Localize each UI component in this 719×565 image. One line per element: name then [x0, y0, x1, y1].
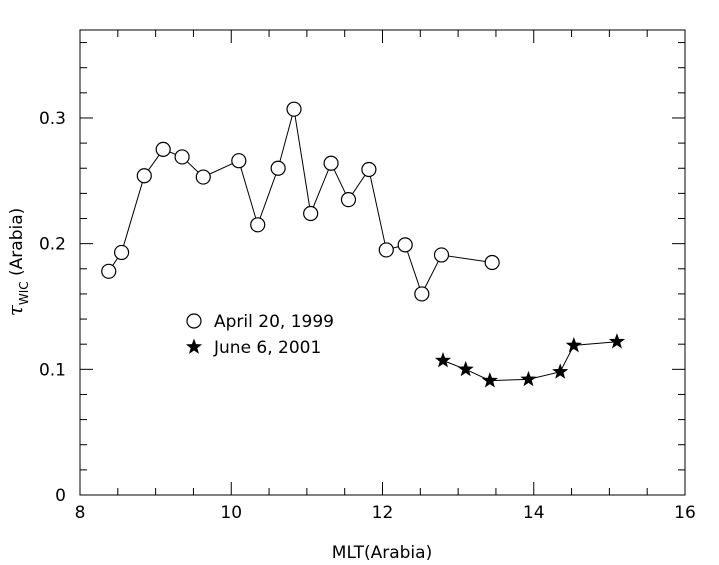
series-1-point	[250, 217, 266, 233]
series-2-point	[608, 333, 626, 349]
x-tick-label: 12	[372, 503, 394, 523]
series-2-point	[457, 360, 474, 377]
y-tick-label: 0.1	[39, 360, 66, 380]
series-1-point	[323, 155, 339, 171]
series-2-point	[565, 336, 582, 353]
series-2-point	[434, 352, 452, 368]
legend-label-series-2: June 6, 2001	[213, 338, 321, 358]
series-1-point	[195, 169, 211, 185]
y-tick-label: 0.2	[39, 235, 66, 255]
series-1-point	[433, 247, 450, 263]
plot-frame	[79, 29, 686, 496]
series-2-point	[552, 363, 569, 379]
series-1-point	[136, 168, 152, 184]
y-tick-label: 0	[55, 486, 66, 506]
series-1-point	[113, 244, 130, 261]
series-1-point	[414, 286, 430, 302]
series-1-point	[270, 160, 286, 176]
x-tick-label: 16	[674, 503, 696, 523]
x-axis-tick-labels: 8 10 12 14 16	[75, 503, 696, 523]
x-axis-label: MLT(Arabia)	[332, 543, 432, 563]
legend: April 20, 1999 June 6, 2001	[185, 312, 334, 358]
legend-circle-marker	[186, 313, 202, 329]
series-1-point	[484, 254, 500, 271]
series-1-point	[174, 149, 190, 165]
x-tick-label: 10	[220, 503, 242, 523]
series-2-point	[520, 370, 537, 387]
axis-ticks	[79, 30, 686, 496]
series-1-point	[286, 101, 302, 117]
series-1-point	[155, 141, 171, 157]
y-axis-tick-labels: 0 0.1 0.2 0.3	[39, 109, 66, 506]
series-1-point	[303, 205, 319, 222]
x-tick-label: 14	[523, 503, 545, 523]
series-1-point	[340, 192, 357, 208]
svg-text:τWIC (Arabia): τWIC (Arabia)	[3, 208, 31, 317]
legend-star-marker	[185, 338, 203, 354]
y-axis-label-suffix: (Arabia)	[7, 208, 27, 276]
series-2-point	[481, 372, 498, 388]
series-1-line	[108, 109, 493, 296]
series-1-point	[101, 263, 117, 279]
series-1-point	[361, 161, 377, 178]
x-tick-label: 8	[75, 503, 86, 523]
y-axis-label: τWIC (Arabia)	[3, 208, 31, 317]
y-tick-label: 0.3	[39, 109, 66, 129]
y-axis-label-symbol: τ	[3, 304, 27, 316]
series-layer	[101, 101, 626, 388]
legend-label-series-1: April 20, 1999	[214, 312, 334, 332]
series-1-point	[397, 237, 413, 253]
series-1-point	[378, 242, 394, 258]
series-1-point	[231, 153, 247, 169]
y-axis-label-subscript: WIC	[17, 281, 31, 305]
